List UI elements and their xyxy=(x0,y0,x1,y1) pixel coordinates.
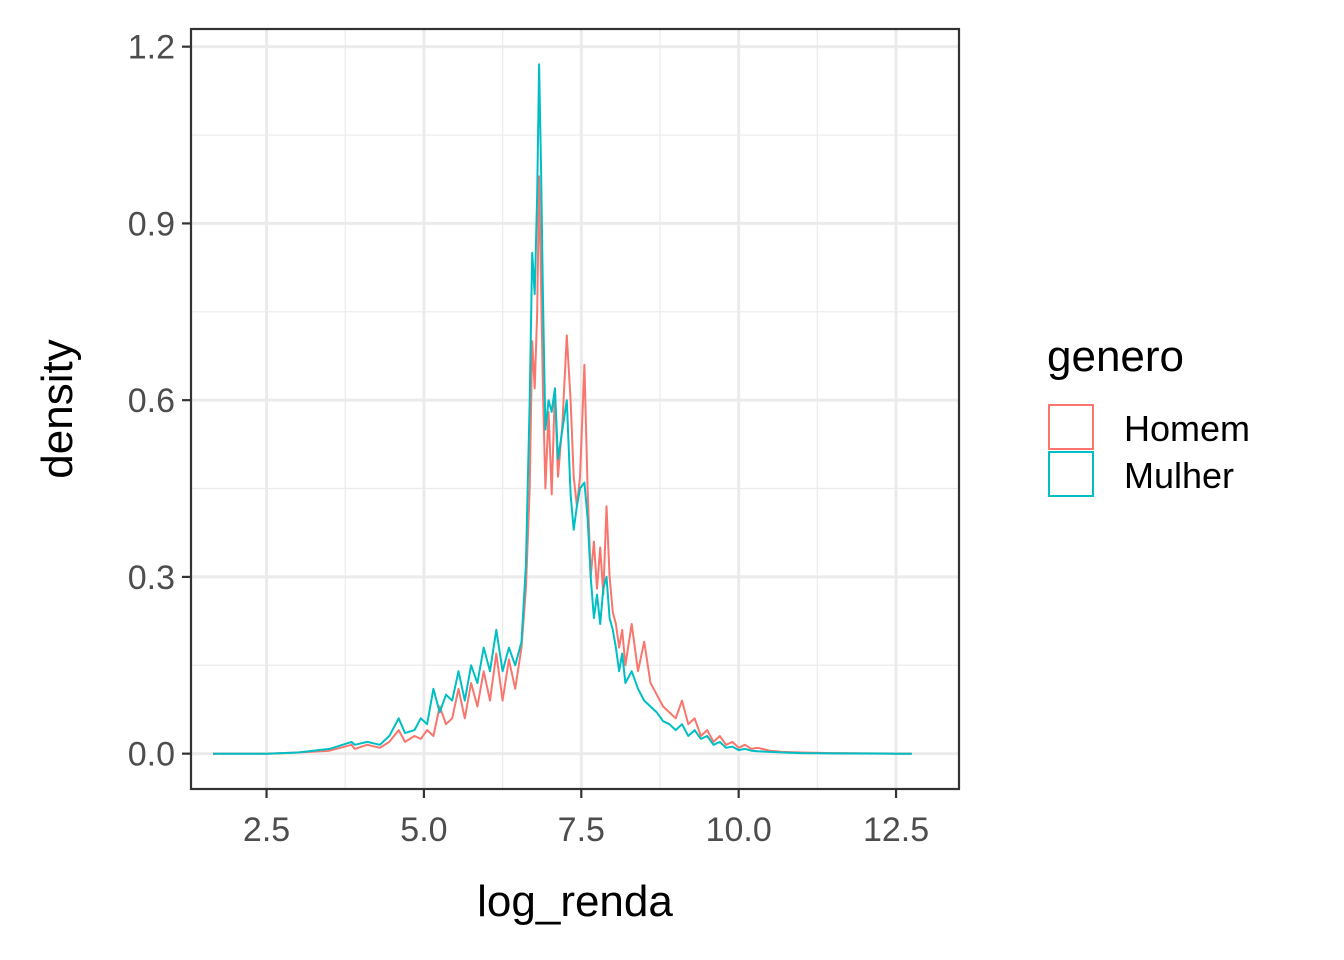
grid-major xyxy=(191,29,959,789)
y-tick-label: 0.3 xyxy=(128,559,175,597)
x-tick-label: 2.5 xyxy=(243,811,290,849)
legend-key-mulher xyxy=(1048,451,1094,497)
y-axis: 0.0 0.3 0.6 0.9 1.2 xyxy=(128,29,191,774)
y-tick-label: 0.0 xyxy=(128,736,175,774)
x-axis: 2.5 5.0 7.5 10.0 12.5 xyxy=(243,789,929,849)
legend-label-mulher: Mulher xyxy=(1124,455,1234,496)
x-tick-label: 5.0 xyxy=(400,811,447,849)
x-tick-label: 12.5 xyxy=(863,811,929,849)
series-layer xyxy=(213,63,912,755)
y-tick-label: 0.6 xyxy=(128,382,175,420)
legend-label-homem: Homem xyxy=(1124,408,1250,449)
x-tick-label: 10.0 xyxy=(706,811,772,849)
y-axis-title: density xyxy=(33,339,82,478)
y-tick-label: 0.9 xyxy=(128,205,175,243)
legend-key-homem xyxy=(1048,404,1094,450)
x-axis-title: log_renda xyxy=(477,877,673,926)
legend-title: genero xyxy=(1047,332,1184,381)
x-tick-label: 7.5 xyxy=(558,811,605,849)
series-line-mulher xyxy=(213,63,912,755)
y-tick-label: 1.2 xyxy=(128,29,175,67)
panel-border xyxy=(189,27,961,791)
legend: genero Homem Mulher xyxy=(1047,332,1250,497)
